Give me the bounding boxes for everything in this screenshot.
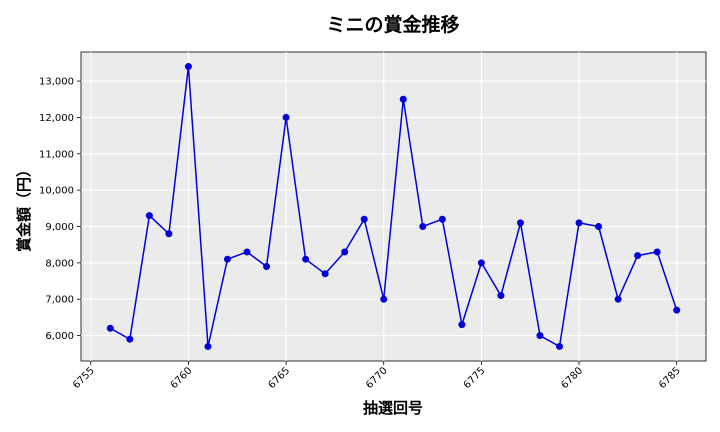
chart-title: ミニの賞金推移 [326, 13, 459, 36]
x-tick-label: 6785 [657, 365, 683, 391]
data-point [634, 252, 642, 260]
grid-lines [81, 52, 706, 361]
data-point [243, 248, 251, 256]
data-point [263, 262, 271, 270]
data-point [184, 63, 192, 71]
data-point [458, 321, 466, 329]
data-point [419, 222, 427, 230]
data-point [380, 295, 388, 303]
y-tick-label: 7,000 [45, 295, 74, 306]
data-point [223, 255, 231, 263]
data-point [575, 219, 583, 227]
y-tick-label: 9,000 [45, 222, 74, 233]
x-tick-label: 6770 [364, 365, 390, 391]
data-point [477, 259, 485, 267]
data-point [106, 324, 114, 332]
data-point [653, 248, 661, 256]
x-tick-label: 6755 [71, 365, 97, 391]
y-tick-label: 10,000 [39, 186, 74, 197]
data-point [595, 222, 603, 230]
data-point [360, 215, 368, 223]
data-point [321, 270, 329, 278]
x-tick-label: 6780 [559, 365, 585, 391]
x-tick-label: 6765 [266, 365, 292, 391]
data-point [165, 230, 173, 238]
data-point [204, 342, 212, 350]
x-tick-label: 6775 [462, 365, 488, 391]
y-axis-label: 賞金額（円） [15, 162, 33, 252]
y-tick-label: 13,000 [39, 77, 74, 88]
data-point [126, 335, 134, 343]
data-point [282, 113, 290, 121]
data-point [556, 342, 564, 350]
data-point [145, 212, 153, 220]
data-point [536, 332, 544, 340]
x-tick-label: 6760 [169, 365, 195, 391]
data-point [438, 215, 446, 223]
data-point [673, 306, 681, 314]
data-points [106, 63, 681, 350]
data-point [497, 292, 505, 300]
x-axis-label: 抽選回号 [363, 399, 423, 417]
data-point [399, 95, 407, 103]
y-tick-label: 6,000 [45, 331, 74, 342]
y-tick-label: 11,000 [39, 149, 74, 160]
data-point [614, 295, 622, 303]
data-point [341, 248, 349, 256]
y-tick-label: 8,000 [45, 258, 74, 269]
y-tick-label: 12,000 [39, 113, 74, 124]
data-point [302, 255, 310, 263]
data-point [516, 219, 524, 227]
